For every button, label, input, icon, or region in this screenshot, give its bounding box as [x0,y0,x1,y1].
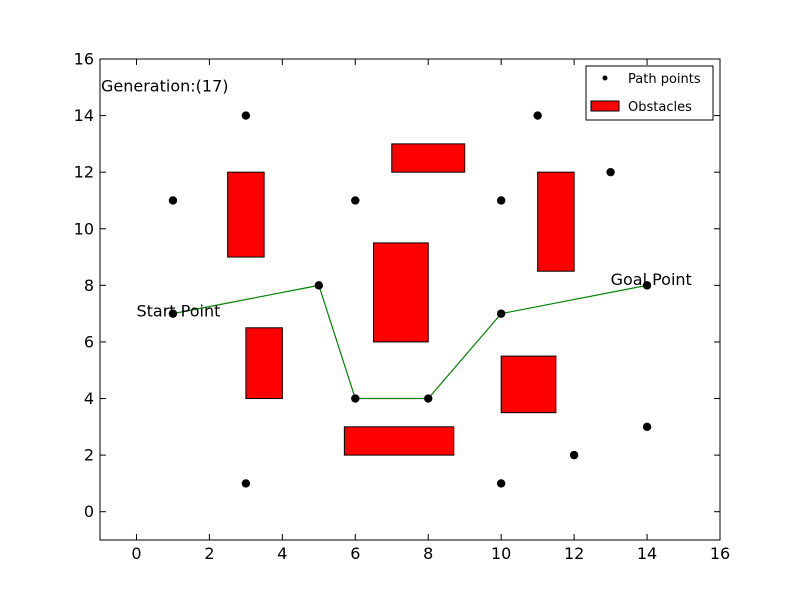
path-point-13 [569,450,579,460]
legend-label-path-points: Path points [628,72,701,87]
x-tick-label: 0 [131,544,141,563]
path-point-1 [168,309,178,318]
annotation-layer: Generation:(17) Start Point Goal Point [101,76,692,320]
legend-label-obstacles: Obstacles [628,100,692,115]
obstacle-1 [227,171,265,258]
annotation-3: Goal Point [611,270,692,289]
x-tick-label: 6 [350,544,360,563]
x-tick-label: 10 [491,544,511,563]
x-tick-label: 2 [204,544,214,563]
obstacles-layer [227,143,575,456]
path-point-10 [496,309,506,318]
legend-obstacle-swatch [590,100,620,112]
y-tick-label: 6 [84,332,94,351]
y-tick-label: 14 [74,106,94,125]
path-point-7 [351,196,360,205]
y-tick-label: 16 [74,50,94,69]
obstacle-6 [537,171,575,272]
path-point-5 [314,281,324,290]
y-tick-label: 2 [84,446,94,465]
path-point-9 [496,479,506,488]
path-point-14 [606,167,615,177]
path-point-11 [496,196,506,205]
y-tick-label: 12 [74,163,94,182]
path-line [172,284,648,400]
x-tick-label: 4 [277,544,287,563]
x-tick-label: 8 [423,544,433,563]
path-point-3 [241,479,251,488]
x-tick-label: 14 [637,544,657,563]
path-point-6 [351,394,360,403]
x-tick-label: 16 [710,544,730,563]
legend-point-marker [602,75,608,81]
y-tick-label: 4 [84,389,94,408]
path-point-12 [533,111,542,120]
y-tick-label: 0 [84,502,94,521]
path-point-2 [168,196,178,205]
path-point-8 [424,394,433,403]
path-point-4 [241,111,251,120]
legend: Path points Obstacles [585,65,714,121]
axes-layer: 0 2 4 6 8 10 12 14 16 0 2 4 6 8 10 12 14 16 [74,50,731,564]
obstacle-3 [391,143,466,173]
obstacle-7 [500,355,557,414]
points-layer [168,111,652,488]
obstacle-5 [343,426,455,456]
obstacle-2 [245,327,283,400]
path-point-15 [642,422,652,432]
axes-frame [99,58,721,541]
path-point-16 [642,281,652,290]
y-tick-label: 10 [74,219,94,238]
annotation-1: Generation:(17) [101,76,229,95]
y-tick-label: 8 [84,276,94,295]
obstacle-4 [373,242,429,343]
annotation-2: Start Point [136,301,220,320]
x-tick-label: 12 [564,544,584,563]
path-layer [172,284,648,400]
